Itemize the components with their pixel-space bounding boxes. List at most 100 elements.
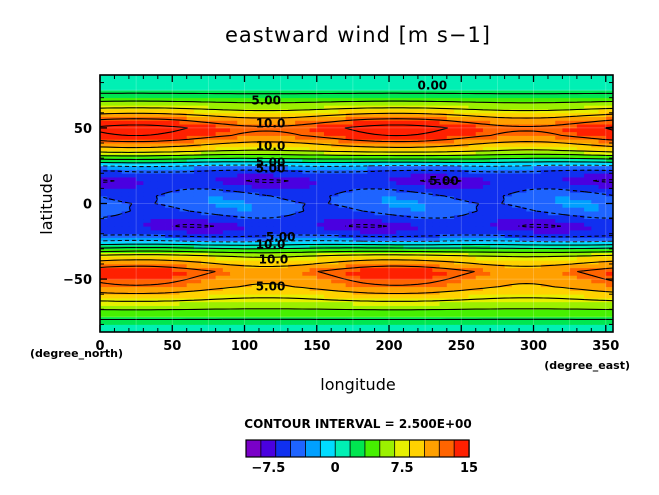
heatmap-cell <box>273 203 282 208</box>
heatmap-cell <box>237 120 245 125</box>
heatmap-cell <box>374 90 383 95</box>
heatmap-cell <box>417 93 426 99</box>
heatmap-cell <box>143 294 151 299</box>
heatmap-cell <box>230 116 238 121</box>
heatmap-cell <box>591 263 599 269</box>
heatmap-cell <box>569 169 578 174</box>
heatmap-cell <box>454 222 462 227</box>
heatmap-cell <box>482 82 491 87</box>
heatmap-cell <box>273 82 282 87</box>
heatmap-cell <box>295 135 303 140</box>
y-tick-label: 50 <box>74 122 92 137</box>
heatmap-cell <box>222 158 231 163</box>
heatmap-cell <box>367 109 375 114</box>
heatmap-cell <box>605 294 614 299</box>
contour-line <box>99 164 614 243</box>
heatmap-cell <box>222 256 231 261</box>
heatmap-cell <box>230 112 238 117</box>
heatmap-cell <box>446 279 455 284</box>
heatmap-cell <box>584 203 592 208</box>
heatmap-cell <box>526 260 534 265</box>
heatmap-cell <box>150 109 159 114</box>
heatmap-cell <box>193 214 202 220</box>
heatmap-cell <box>461 116 469 121</box>
heatmap-cell <box>403 207 412 212</box>
heatmap-cell <box>417 90 426 95</box>
heatmap-cell <box>533 237 542 242</box>
heatmap-cell <box>302 252 310 257</box>
heatmap-cell <box>273 290 282 295</box>
heatmap-cell <box>511 294 520 299</box>
heatmap-cell <box>584 233 592 238</box>
heatmap-cell <box>338 109 347 114</box>
heatmap-cell <box>432 271 440 276</box>
heatmap-cell <box>230 279 238 284</box>
heatmap-cell <box>562 297 571 303</box>
heatmap-cell <box>186 226 195 231</box>
heatmap-cell <box>215 211 224 216</box>
heatmap-cell <box>316 203 325 208</box>
heatmap-cell <box>338 320 347 325</box>
heatmap-cell <box>417 75 426 80</box>
heatmap-cell <box>208 218 217 223</box>
heatmap-cell <box>179 226 188 231</box>
heatmap-cell <box>165 82 173 87</box>
heatmap-cell <box>143 328 151 333</box>
heatmap-cell <box>136 328 144 333</box>
heatmap-cell <box>475 294 484 299</box>
heatmap-cell <box>136 177 144 182</box>
heatmap-cell <box>186 195 195 201</box>
heatmap-cell <box>555 279 563 284</box>
heatmap-cell <box>468 207 477 212</box>
heatmap-cell <box>584 263 592 269</box>
heatmap-cell <box>367 105 375 110</box>
heatmap-cell <box>374 226 383 231</box>
heatmap-cell <box>121 158 130 163</box>
heatmap-cell <box>432 226 440 231</box>
heatmap-cell <box>186 109 195 114</box>
heatmap-cell <box>598 188 607 193</box>
heatmap-cell <box>107 324 115 329</box>
heatmap-cell <box>389 324 397 329</box>
heatmap-cell <box>605 263 614 269</box>
heatmap-cell <box>576 263 585 269</box>
heatmap-cell <box>598 207 607 212</box>
heatmap-cell <box>266 165 274 170</box>
heatmap-cell <box>157 226 166 231</box>
heatmap-cell <box>540 328 549 333</box>
heatmap-cell <box>374 260 383 265</box>
heatmap-cell <box>461 282 469 288</box>
heatmap-cell <box>410 211 419 216</box>
heatmap-cell <box>439 116 448 121</box>
heatmap-cell <box>237 282 245 288</box>
heatmap-cell <box>316 173 325 178</box>
heatmap-cell <box>439 245 448 250</box>
heatmap-cell <box>150 93 159 99</box>
heatmap-cell <box>410 256 419 261</box>
heatmap-cell <box>244 256 253 261</box>
heatmap-cell <box>461 188 469 193</box>
heatmap-cell <box>193 173 202 178</box>
heatmap-cell <box>490 116 498 121</box>
heatmap-cell <box>490 195 498 201</box>
heatmap-cell <box>128 260 137 265</box>
heatmap-cell <box>338 207 347 212</box>
heatmap-cell <box>287 143 296 148</box>
heatmap-cell <box>598 211 607 216</box>
heatmap-cell <box>569 218 578 223</box>
heatmap-cell <box>208 158 217 163</box>
heatmap-cell <box>482 286 491 291</box>
heatmap-cell <box>396 218 404 223</box>
heatmap-cell <box>454 294 462 299</box>
heatmap-cell <box>482 207 491 212</box>
heatmap-cell <box>302 275 310 280</box>
heatmap-cell <box>316 313 325 318</box>
heatmap-cell <box>446 75 455 80</box>
heatmap-cell <box>302 177 310 182</box>
heatmap-cell <box>396 127 404 133</box>
heatmap-cell <box>425 320 433 325</box>
heatmap-cell <box>273 143 282 148</box>
heatmap-cell <box>504 93 513 99</box>
heatmap-cell <box>309 252 318 257</box>
heatmap-cell <box>410 143 419 148</box>
